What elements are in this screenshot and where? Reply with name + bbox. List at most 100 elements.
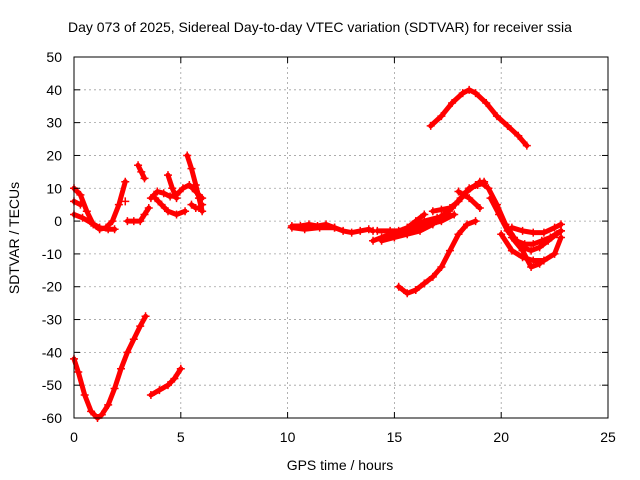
data-point-marker bbox=[503, 226, 512, 235]
y-tick-label: 10 bbox=[46, 180, 62, 196]
data-point-marker bbox=[176, 364, 185, 373]
y-tick-label: 0 bbox=[54, 213, 62, 229]
data-point-marker bbox=[82, 207, 91, 216]
data-point-marker bbox=[183, 151, 192, 160]
data-point-marker bbox=[163, 171, 172, 180]
data-point-marker bbox=[141, 312, 150, 321]
data-point-marker bbox=[194, 194, 203, 203]
series-s27 bbox=[507, 220, 566, 237]
y-tick-label: -60 bbox=[42, 410, 62, 426]
data-point-marker bbox=[495, 210, 504, 219]
data-point-marker bbox=[364, 225, 373, 234]
data-point-marker bbox=[411, 286, 420, 295]
series-line bbox=[396, 218, 479, 296]
data-point-marker bbox=[159, 189, 168, 198]
data-point-marker bbox=[87, 407, 96, 416]
data-point-marker bbox=[339, 226, 348, 235]
data-point-marker bbox=[458, 89, 467, 98]
data-point-marker bbox=[454, 187, 463, 196]
data-point-marker bbox=[557, 233, 566, 242]
series-line bbox=[71, 313, 149, 421]
data-point-marker bbox=[465, 194, 474, 203]
series-s24 bbox=[486, 194, 566, 249]
data-point-marker bbox=[416, 226, 425, 235]
tick-layer: -60 -50 -40 -30 -20 -10 0 10 20 30 40 50 0 5 10 15 20 25 bbox=[42, 49, 616, 445]
data-point-marker bbox=[522, 141, 531, 150]
data-point-marker bbox=[426, 121, 435, 130]
y-tick-label: -30 bbox=[42, 312, 62, 328]
data-point-marker bbox=[136, 217, 145, 226]
data-point-marker bbox=[529, 256, 538, 265]
y-tick-label: -20 bbox=[42, 279, 62, 295]
y-tick-label: 40 bbox=[46, 82, 62, 98]
data-point-marker bbox=[151, 194, 160, 203]
data-point-marker bbox=[437, 263, 446, 272]
y-tick-label: 50 bbox=[46, 49, 62, 65]
series-s6 bbox=[123, 203, 153, 226]
data-point-marker bbox=[394, 230, 403, 239]
x-tick-label: 0 bbox=[70, 429, 78, 445]
data-point-marker bbox=[486, 194, 495, 203]
data-point-marker bbox=[166, 192, 175, 201]
data-point-marker bbox=[507, 233, 516, 242]
data-point-marker bbox=[403, 289, 412, 298]
data-point-marker bbox=[369, 236, 378, 245]
data-point-marker bbox=[546, 233, 555, 242]
data-point-marker bbox=[134, 161, 143, 170]
data-point-marker bbox=[492, 112, 501, 121]
data-point-marker bbox=[471, 217, 480, 226]
data-point-marker bbox=[439, 210, 448, 219]
data-point-marker bbox=[475, 177, 484, 186]
data-point-marker bbox=[463, 220, 472, 229]
data-point-marker bbox=[503, 121, 512, 130]
data-point-marker bbox=[527, 246, 536, 255]
x-tick-label: 25 bbox=[600, 429, 616, 445]
data-point-marker bbox=[76, 200, 85, 209]
data-point-marker bbox=[471, 180, 480, 189]
data-point-marker bbox=[539, 228, 548, 237]
data-point-marker bbox=[114, 200, 123, 209]
series-s21 bbox=[428, 177, 489, 216]
data-point-marker bbox=[454, 197, 463, 206]
data-point-marker bbox=[140, 210, 149, 219]
y-axis-label: SDTVAR / TECUs bbox=[6, 182, 22, 294]
data-point-marker bbox=[300, 225, 309, 234]
data-point-marker bbox=[87, 218, 96, 227]
data-point-marker bbox=[181, 207, 190, 216]
data-point-marker bbox=[137, 167, 146, 176]
data-point-marker bbox=[168, 184, 177, 193]
data-point-marker bbox=[518, 226, 527, 235]
data-point-marker bbox=[129, 335, 138, 344]
data-point-marker bbox=[170, 374, 179, 383]
y-tick-label: 20 bbox=[46, 147, 62, 163]
data-point-marker bbox=[172, 194, 181, 203]
data-point-marker bbox=[121, 177, 130, 186]
series-s4 bbox=[121, 197, 130, 206]
series-line bbox=[509, 235, 543, 270]
data-point-marker bbox=[482, 98, 491, 107]
series-s10 bbox=[163, 171, 181, 203]
data-point-marker bbox=[116, 364, 125, 373]
data-point-marker bbox=[146, 391, 155, 400]
data-point-marker bbox=[437, 112, 446, 121]
data-point-marker bbox=[394, 282, 403, 291]
x-tick-label: 5 bbox=[177, 429, 185, 445]
data-point-marker bbox=[454, 230, 463, 239]
data-point-marker bbox=[428, 272, 437, 281]
data-point-marker bbox=[484, 184, 493, 193]
data-point-marker bbox=[557, 220, 566, 229]
y-tick-label: 30 bbox=[46, 115, 62, 131]
data-point-marker bbox=[529, 240, 538, 249]
data-point-marker bbox=[407, 223, 416, 232]
series-s2 bbox=[70, 210, 119, 234]
series-line bbox=[148, 366, 184, 398]
x-axis-label: GPS time / hours bbox=[287, 457, 394, 473]
data-point-marker bbox=[121, 197, 130, 206]
series-s9 bbox=[151, 194, 190, 219]
data-point-marker bbox=[330, 223, 339, 232]
x-tick-label: 20 bbox=[493, 429, 509, 445]
data-point-marker bbox=[356, 226, 365, 235]
data-point-marker bbox=[471, 89, 480, 98]
plot-frame bbox=[73, 56, 609, 419]
